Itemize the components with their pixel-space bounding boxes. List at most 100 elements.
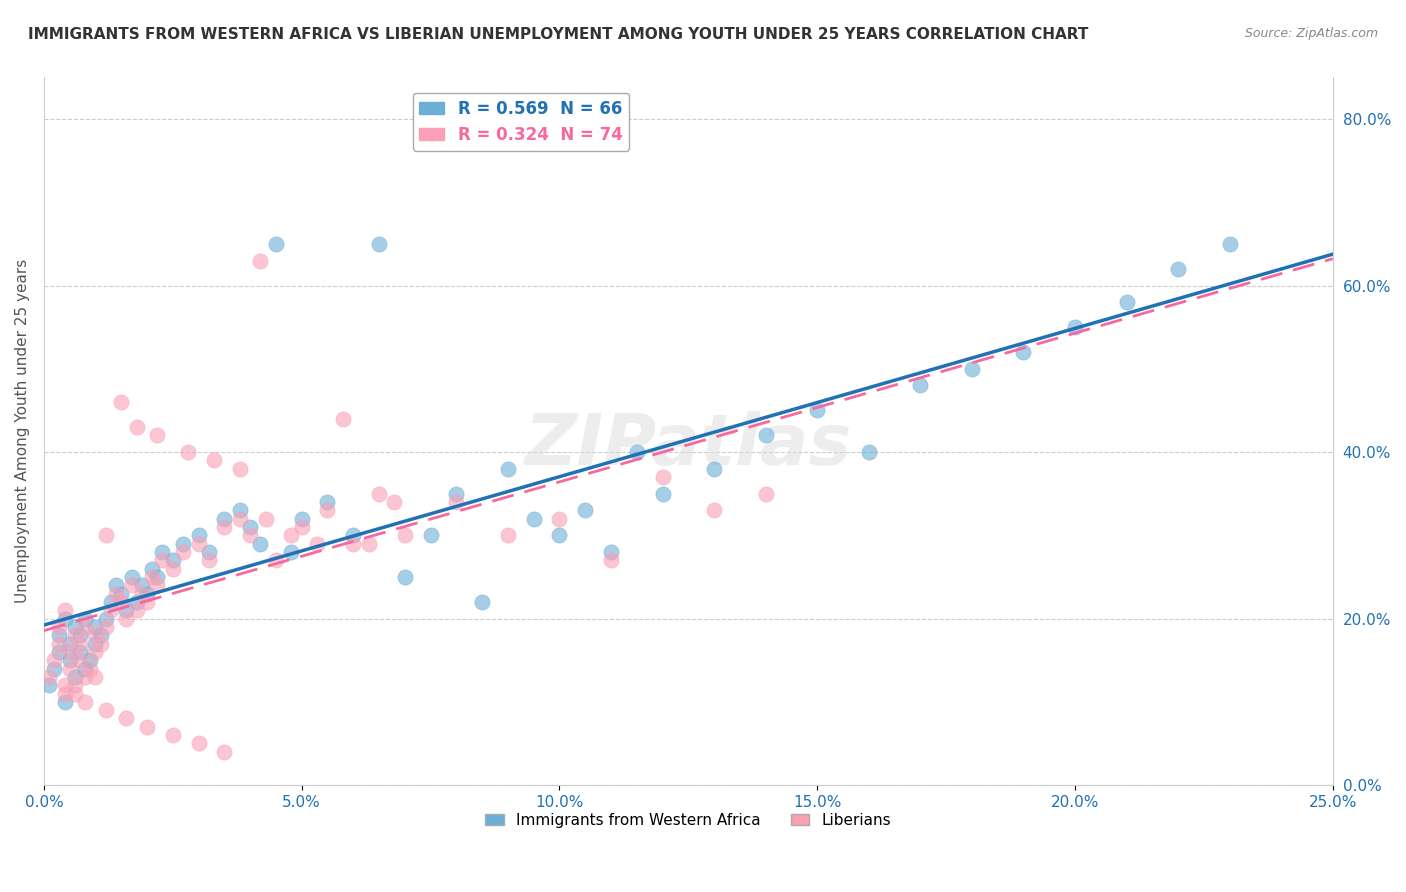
Point	[254, 511, 277, 525]
Point	[69, 653, 91, 667]
Point	[125, 420, 148, 434]
Point	[63, 670, 86, 684]
Point	[48, 628, 70, 642]
Point	[94, 703, 117, 717]
Point	[90, 636, 112, 650]
Text: Source: ZipAtlas.com: Source: ZipAtlas.com	[1244, 27, 1378, 40]
Point	[63, 678, 86, 692]
Point	[110, 586, 132, 600]
Point	[229, 511, 252, 525]
Point	[548, 528, 571, 542]
Point	[755, 486, 778, 500]
Point	[84, 636, 107, 650]
Point	[110, 595, 132, 609]
Point	[38, 678, 60, 692]
Point	[249, 536, 271, 550]
Point	[131, 578, 153, 592]
Point	[125, 595, 148, 609]
Point	[332, 411, 354, 425]
Point	[307, 536, 329, 550]
Point	[59, 661, 82, 675]
Point	[115, 603, 138, 617]
Point	[141, 570, 163, 584]
Point	[229, 461, 252, 475]
Point	[53, 678, 76, 692]
Point	[214, 745, 236, 759]
Point	[94, 528, 117, 542]
Point	[471, 595, 494, 609]
Point	[53, 686, 76, 700]
Point	[69, 628, 91, 642]
Point	[187, 536, 209, 550]
Point	[146, 428, 169, 442]
Point	[446, 486, 468, 500]
Point	[110, 395, 132, 409]
Point	[419, 528, 441, 542]
Point	[1115, 295, 1137, 310]
Point	[368, 236, 391, 251]
Point	[84, 620, 107, 634]
Point	[75, 620, 97, 634]
Point	[141, 561, 163, 575]
Point	[548, 511, 571, 525]
Point	[59, 653, 82, 667]
Point	[239, 528, 262, 542]
Point	[600, 553, 623, 567]
Point	[806, 403, 828, 417]
Point	[316, 495, 339, 509]
Point	[1012, 345, 1035, 359]
Point	[63, 620, 86, 634]
Point	[48, 645, 70, 659]
Point	[146, 570, 169, 584]
Point	[75, 611, 97, 625]
Point	[75, 695, 97, 709]
Point	[84, 628, 107, 642]
Point	[79, 653, 101, 667]
Point	[755, 428, 778, 442]
Point	[523, 511, 546, 525]
Point	[125, 603, 148, 617]
Point	[44, 661, 66, 675]
Point	[84, 645, 107, 659]
Legend: Immigrants from Western Africa, Liberians: Immigrants from Western Africa, Liberian…	[479, 807, 897, 834]
Point	[703, 503, 725, 517]
Point	[53, 603, 76, 617]
Point	[172, 545, 194, 559]
Point	[1064, 320, 1087, 334]
Point	[177, 445, 200, 459]
Point	[202, 453, 225, 467]
Point	[59, 645, 82, 659]
Text: ZIPatlas: ZIPatlas	[524, 411, 852, 480]
Point	[496, 528, 519, 542]
Point	[280, 545, 302, 559]
Point	[162, 561, 184, 575]
Point	[131, 586, 153, 600]
Point	[105, 578, 128, 592]
Point	[94, 620, 117, 634]
Point	[162, 728, 184, 742]
Point	[214, 511, 236, 525]
Point	[446, 495, 468, 509]
Point	[574, 503, 596, 517]
Point	[152, 545, 174, 559]
Point	[316, 503, 339, 517]
Point	[146, 578, 169, 592]
Point	[172, 536, 194, 550]
Point	[342, 528, 364, 542]
Point	[79, 661, 101, 675]
Point	[394, 528, 416, 542]
Point	[264, 236, 287, 251]
Point	[152, 553, 174, 567]
Point	[44, 653, 66, 667]
Point	[1167, 261, 1189, 276]
Point	[115, 711, 138, 725]
Point	[69, 636, 91, 650]
Point	[394, 570, 416, 584]
Point	[651, 470, 673, 484]
Point	[342, 536, 364, 550]
Point	[105, 586, 128, 600]
Point	[53, 611, 76, 625]
Point	[90, 628, 112, 642]
Point	[703, 461, 725, 475]
Point	[198, 545, 221, 559]
